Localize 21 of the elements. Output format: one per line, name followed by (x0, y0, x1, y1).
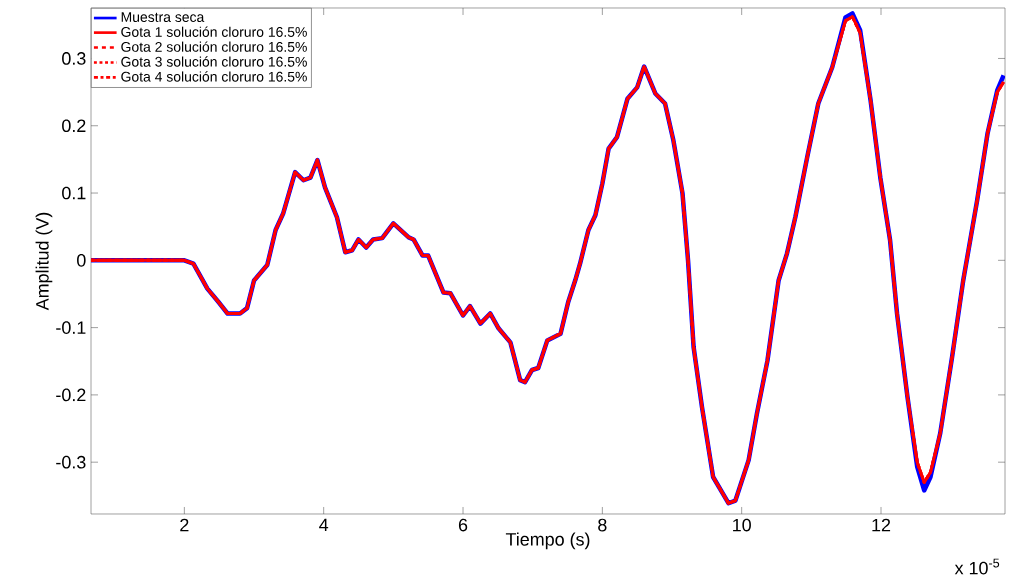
y-tick-label: 0.2 (62, 119, 86, 133)
x-axis-title: Tiempo (s) (505, 532, 590, 550)
x-tick-label: 8 (598, 518, 607, 532)
y-tick-label: 0.3 (62, 52, 86, 65)
x-tick-label: 6 (458, 518, 468, 532)
y-tick-label: 0.1 (62, 186, 86, 200)
x-tick-label: 2 (180, 518, 189, 532)
x-tick-label: 10 (733, 518, 751, 532)
y-tick-label: -0.1 (56, 321, 86, 334)
y-tick-label: -0.2 (56, 388, 86, 402)
y-tick-label: -0.3 (56, 455, 86, 469)
legend-label: Gota 2 solución cloruro 16.5% (121, 41, 307, 52)
y-tick-label: 0 (77, 253, 86, 267)
legend-label: Gota 1 solución cloruro 16.5% (121, 26, 307, 37)
legend-label: Gota 3 solución cloruro 16.5% (121, 56, 307, 67)
x-tick-label: 4 (319, 518, 329, 532)
x-tick-label: 12 (872, 518, 891, 532)
text: x 10$^{-5}$ (954, 558, 1000, 575)
legend-label: Muestra seca (121, 12, 205, 22)
legend-label: Gota 4 solución cloruro 16.5% (121, 71, 307, 82)
y-axis-title: Amplitud (V) (35, 212, 53, 311)
